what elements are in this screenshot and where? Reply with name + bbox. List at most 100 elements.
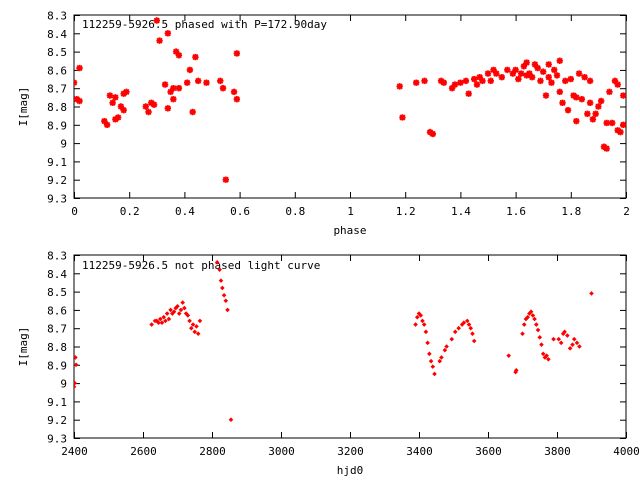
x-tick-label: 2800 [199, 445, 226, 458]
data-point [545, 61, 552, 68]
data-point [195, 331, 201, 336]
y-tick-label: 8.6 [47, 64, 67, 77]
y-tick-label: 8.6 [47, 304, 67, 317]
data-point [556, 57, 563, 64]
data-point [567, 346, 573, 351]
data-point [214, 260, 220, 265]
x-tick-label: 0 [71, 205, 78, 218]
data-point [548, 79, 555, 86]
data-point [170, 311, 175, 316]
data-point [586, 99, 594, 107]
x-tick-label: 0.4 [175, 205, 195, 218]
data-point [573, 117, 580, 125]
data-point [120, 106, 127, 114]
data-point [167, 88, 174, 96]
data-point [427, 351, 432, 357]
data-point [187, 318, 192, 324]
data-point [439, 355, 444, 360]
data-point [74, 355, 78, 360]
data-point [470, 331, 475, 336]
data-point [559, 99, 566, 107]
data-point [617, 128, 624, 136]
data-point [217, 77, 224, 85]
data-point [173, 305, 179, 311]
data-point [471, 338, 477, 344]
data-point [225, 307, 230, 313]
data-point [471, 75, 478, 83]
data-point [597, 97, 605, 105]
data-point [456, 325, 461, 331]
data-point [440, 79, 448, 86]
data-point [571, 336, 577, 342]
data-point [609, 119, 616, 127]
data-point [74, 380, 77, 386]
data-point [117, 103, 125, 110]
data-point [589, 291, 594, 296]
data-point [603, 119, 610, 127]
data-point [425, 340, 430, 346]
data-point [461, 320, 467, 326]
y-axis-label: I[mag] [17, 327, 30, 367]
y-tick-label: 8.3 [47, 250, 67, 263]
data-point [396, 83, 403, 90]
data-point [183, 79, 191, 86]
data-point [567, 75, 574, 83]
data-series [74, 17, 626, 183]
data-point [220, 285, 225, 291]
data-point [421, 322, 427, 327]
data-point [546, 357, 551, 362]
plot-panel-1: 0 0.2 0.4 0.6 0.8 1 1.2 1.4 1.6 1.8 2 8.3 8.4 8.5 8.6 8… [17, 10, 630, 238]
data-point [175, 52, 183, 59]
y-tick-label: 9 [60, 138, 67, 151]
data-point [149, 322, 154, 327]
plot-title: 112259-5926.5 not phased light curve [82, 259, 320, 272]
data-point [74, 362, 79, 368]
x-tick-label: 2600 [130, 445, 157, 458]
data-point [521, 322, 527, 327]
x-tick-label: 2400 [61, 445, 88, 458]
data-point [74, 384, 77, 390]
data-point [540, 351, 546, 357]
data-point [423, 329, 429, 335]
data-point [556, 88, 563, 96]
data-point [565, 333, 570, 338]
data-point [614, 81, 621, 88]
x-tick-label: 1.8 [561, 205, 581, 218]
data-point [157, 316, 163, 322]
y-tick-label: 8.7 [47, 83, 67, 96]
data-point [185, 313, 191, 318]
data-point [166, 316, 172, 322]
y-tick-label: 9.1 [47, 156, 67, 169]
data-point [171, 309, 177, 315]
x-axis-label: phase [333, 224, 366, 237]
data-point [542, 92, 550, 99]
data-point [551, 336, 556, 342]
data-point [114, 114, 122, 121]
data-point [577, 344, 582, 349]
data-point [592, 110, 599, 118]
data-point [164, 30, 172, 37]
data-point [586, 77, 594, 85]
data-point [544, 353, 549, 358]
data-point [570, 342, 575, 347]
data-point [413, 322, 418, 327]
data-point [564, 106, 572, 114]
data-point [106, 92, 114, 99]
x-tick-label: 3000 [268, 445, 295, 458]
data-point [517, 70, 525, 77]
y-tick-label: 8.7 [47, 323, 67, 336]
y-tick-label: 9 [60, 378, 67, 391]
data-point [603, 145, 610, 152]
data-point [531, 61, 539, 68]
data-point [558, 340, 564, 346]
data-point [537, 77, 544, 85]
y-tick-label: 8.5 [47, 286, 67, 299]
x-tick-label: 0.2 [120, 205, 140, 218]
data-point [413, 79, 420, 86]
data-point [452, 329, 458, 335]
data-point [484, 70, 492, 77]
data-point [228, 417, 234, 422]
data-point [578, 95, 586, 103]
data-point [589, 116, 597, 123]
data-series [74, 260, 594, 422]
